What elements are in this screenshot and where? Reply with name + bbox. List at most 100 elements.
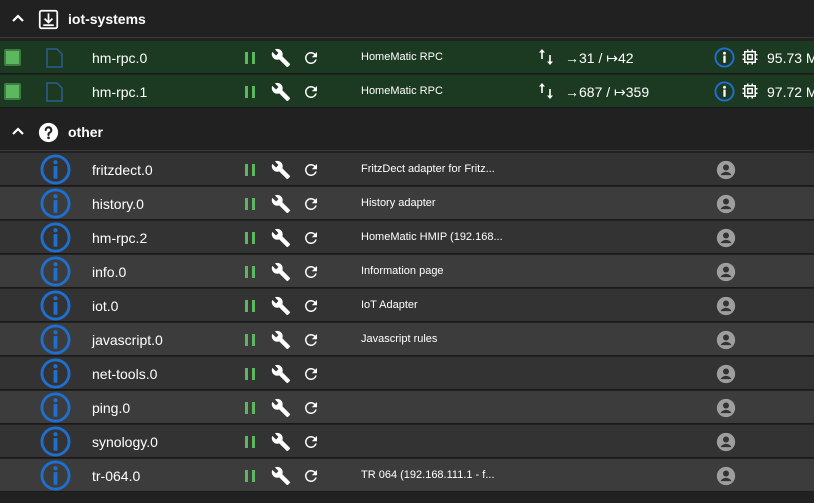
instance-name: hm-rpc.1 [92, 84, 148, 100]
pause-icon[interactable] [244, 85, 256, 99]
adapter-info-icon [40, 256, 71, 287]
wrench-icon[interactable] [271, 262, 291, 282]
wrench-icon[interactable] [271, 398, 291, 418]
wrench-icon[interactable] [271, 194, 291, 214]
wrench-icon[interactable] [271, 296, 291, 316]
swap-vertical-icon [539, 83, 553, 99]
account-icon[interactable] [716, 194, 736, 214]
instance-row: iot.0 IoT Adapter [0, 289, 814, 322]
adapter-info-icon [40, 188, 71, 219]
instance-name: hm-rpc.2 [92, 230, 148, 246]
chevron-up-icon[interactable] [11, 13, 25, 23]
restart-icon[interactable] [302, 161, 320, 179]
instance-description: Information page [361, 265, 444, 277]
instance-row: info.0 Information page [0, 255, 814, 288]
account-icon[interactable] [716, 228, 736, 248]
restart-icon[interactable] [302, 195, 320, 213]
instance-description: Javascript rules [361, 333, 438, 345]
pause-icon[interactable] [244, 435, 256, 449]
instance-row: fritzdect.0 FritzDect adapter for Fritz..… [0, 153, 814, 186]
instance-row: synology.0 [0, 425, 814, 458]
restart-icon[interactable] [302, 297, 320, 315]
pause-icon[interactable] [244, 197, 256, 211]
account-icon[interactable] [716, 330, 736, 350]
instance-row: tr-064.0 TR 064 (192.168.111.1 - f... [0, 459, 814, 492]
restart-icon[interactable] [302, 83, 320, 101]
wrench-icon[interactable] [271, 82, 291, 102]
instance-description: HomeMatic RPC [361, 51, 443, 63]
adapter-info-icon [40, 460, 71, 491]
pause-icon[interactable] [244, 265, 256, 279]
instance-description: HomeMatic HMIP (192.168... [361, 231, 503, 243]
restart-icon[interactable] [302, 399, 320, 417]
account-icon[interactable] [716, 160, 736, 180]
wrench-icon[interactable] [271, 364, 291, 384]
memory-usage: 97.72 M [767, 84, 814, 100]
account-icon[interactable] [716, 432, 736, 452]
instance-name: iot.0 [92, 298, 119, 314]
memory-chip-icon [742, 83, 758, 99]
event-counts: →687 / ↦359 [565, 84, 650, 100]
info-icon[interactable] [714, 47, 735, 68]
instance-name: fritzdect.0 [92, 162, 153, 178]
status-indicator [4, 49, 21, 66]
wrench-icon[interactable] [271, 48, 291, 68]
pause-icon[interactable] [244, 367, 256, 381]
instance-name: info.0 [92, 264, 127, 280]
instance-row: history.0 History adapter [0, 187, 814, 220]
instance-description: TR 064 (192.168.111.1 - f... [361, 469, 495, 481]
pause-icon[interactable] [244, 333, 256, 347]
wrench-icon[interactable] [271, 466, 291, 486]
pause-icon[interactable] [244, 163, 256, 177]
instance-description: HomeMatic RPC [361, 85, 443, 97]
pause-icon[interactable] [244, 401, 256, 415]
adapter-info-icon [40, 154, 71, 185]
adapter-info-icon [40, 290, 71, 321]
file-icon [46, 82, 63, 102]
restart-icon[interactable] [302, 331, 320, 349]
account-icon[interactable] [716, 398, 736, 418]
wrench-icon[interactable] [271, 160, 291, 180]
pause-icon[interactable] [244, 299, 256, 313]
status-indicator [4, 83, 21, 100]
instance-description: IoT Adapter [361, 299, 418, 311]
instance-name: ping.0 [92, 400, 131, 416]
pause-icon[interactable] [244, 231, 256, 245]
instance-row: hm-rpc.2 HomeMatic HMIP (192.168... [0, 221, 814, 254]
wrench-icon[interactable] [271, 330, 291, 350]
info-icon[interactable] [714, 81, 735, 102]
account-icon[interactable] [716, 364, 736, 384]
restart-icon[interactable] [302, 229, 320, 247]
pause-icon[interactable] [244, 469, 256, 483]
adapter-info-icon [40, 358, 71, 389]
restart-icon[interactable] [302, 433, 320, 451]
account-icon[interactable] [716, 466, 736, 486]
restart-icon[interactable] [302, 467, 320, 485]
download-box-icon [38, 9, 59, 30]
instance-name: net-tools.0 [92, 366, 158, 382]
chevron-up-icon[interactable] [11, 126, 25, 136]
instance-name: javascript.0 [92, 332, 163, 348]
instance-row-hm-rpc-0: hm-rpc.0 HomeMatic RPC →31 / ↦42 95.73 M [0, 41, 814, 74]
wrench-icon[interactable] [271, 432, 291, 452]
instance-name: history.0 [92, 196, 144, 212]
restart-icon[interactable] [302, 49, 320, 67]
help-circle-icon [38, 122, 59, 143]
restart-icon[interactable] [302, 365, 320, 383]
group-header-iot-systems[interactable]: iot-systems [0, 0, 814, 38]
group-name: iot-systems [68, 11, 146, 27]
instance-row: net-tools.0 [0, 357, 814, 390]
pause-icon[interactable] [244, 51, 256, 65]
wrench-icon[interactable] [271, 228, 291, 248]
instance-name: hm-rpc.0 [92, 50, 148, 66]
instance-name: synology.0 [92, 434, 158, 450]
instance-row: ping.0 [0, 391, 814, 424]
instance-description: History adapter [361, 197, 436, 209]
restart-icon[interactable] [302, 263, 320, 281]
group-header-other[interactable]: other [0, 113, 814, 151]
instance-row: javascript.0 Javascript rules [0, 323, 814, 356]
account-icon[interactable] [716, 262, 736, 282]
memory-chip-icon [742, 49, 758, 65]
swap-vertical-icon [539, 49, 553, 65]
account-icon[interactable] [716, 296, 736, 316]
